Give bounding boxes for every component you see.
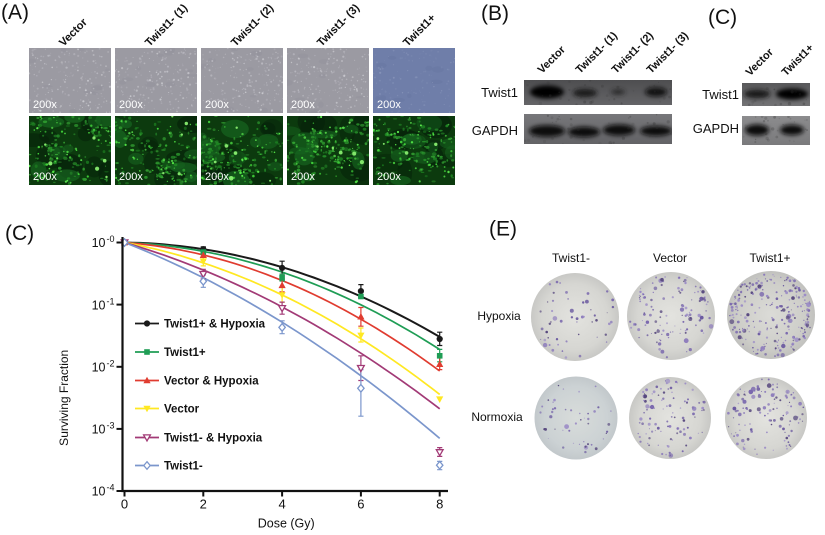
svg-text:Twist1- & Hypoxia: Twist1- & Hypoxia <box>164 433 263 445</box>
svg-text:Vector: Vector <box>57 16 90 49</box>
svg-text:Twist1- (1): Twist1- (1) <box>143 2 190 49</box>
svg-text:Vector & Hypoxia: Vector & Hypoxia <box>164 376 259 388</box>
svg-text:200x: 200x <box>119 99 143 111</box>
svg-text:Twist1: Twist1 <box>481 85 518 100</box>
svg-text:0: 0 <box>121 497 128 512</box>
svg-text:(B): (B) <box>481 2 509 25</box>
svg-text:(C): (C) <box>5 222 34 245</box>
svg-text:200x: 200x <box>377 99 401 111</box>
svg-text:6: 6 <box>357 497 364 512</box>
svg-text:200x: 200x <box>119 171 143 183</box>
svg-text:GAPDH: GAPDH <box>472 123 518 138</box>
svg-text:Twist1+ & Hypoxia: Twist1+ & Hypoxia <box>164 319 266 331</box>
svg-text:Vector: Vector <box>164 404 200 416</box>
svg-text:Vector: Vector <box>653 251 687 265</box>
svg-text:(C): (C) <box>708 6 737 29</box>
svg-text:8: 8 <box>436 497 443 512</box>
svg-text:Twist1+: Twist1+ <box>401 12 438 49</box>
svg-text:Twist1-: Twist1- <box>164 461 203 473</box>
svg-text:200x: 200x <box>205 99 229 111</box>
svg-text:200x: 200x <box>33 171 57 183</box>
svg-text:200x: 200x <box>377 171 401 183</box>
svg-text:200x: 200x <box>291 171 315 183</box>
svg-text:Dose (Gy): Dose (Gy) <box>258 517 315 531</box>
svg-text:Twist1- (2): Twist1- (2) <box>229 2 276 49</box>
svg-text:200x: 200x <box>205 171 229 183</box>
svg-text:Vector: Vector <box>744 46 777 79</box>
svg-text:Surviving Fraction: Surviving Fraction <box>57 350 71 446</box>
svg-text:10-0: 10-0 <box>92 234 115 250</box>
svg-text:Twist1+: Twist1+ <box>749 251 790 265</box>
svg-text:10-1: 10-1 <box>92 296 115 312</box>
svg-text:200x: 200x <box>33 99 57 111</box>
svg-text:Twist1-: Twist1- <box>552 251 590 265</box>
svg-text:10-3: 10-3 <box>92 421 115 437</box>
svg-text:Normoxia: Normoxia <box>471 410 523 424</box>
svg-text:Hypoxia: Hypoxia <box>477 309 521 323</box>
svg-text:Twist1+: Twist1+ <box>780 42 817 79</box>
svg-text:200x: 200x <box>291 99 315 111</box>
svg-text:Twist1: Twist1 <box>702 87 739 102</box>
svg-text:(E): (E) <box>489 218 517 241</box>
svg-text:Twist1+: Twist1+ <box>164 347 206 359</box>
svg-text:GAPDH: GAPDH <box>693 121 739 136</box>
svg-text:10-4: 10-4 <box>92 483 115 499</box>
svg-text:2: 2 <box>200 497 207 512</box>
svg-text:Vector: Vector <box>536 43 569 76</box>
svg-text:10-2: 10-2 <box>92 358 115 374</box>
svg-text:Twist1- (3): Twist1- (3) <box>315 2 362 49</box>
svg-text:4: 4 <box>278 497 285 512</box>
